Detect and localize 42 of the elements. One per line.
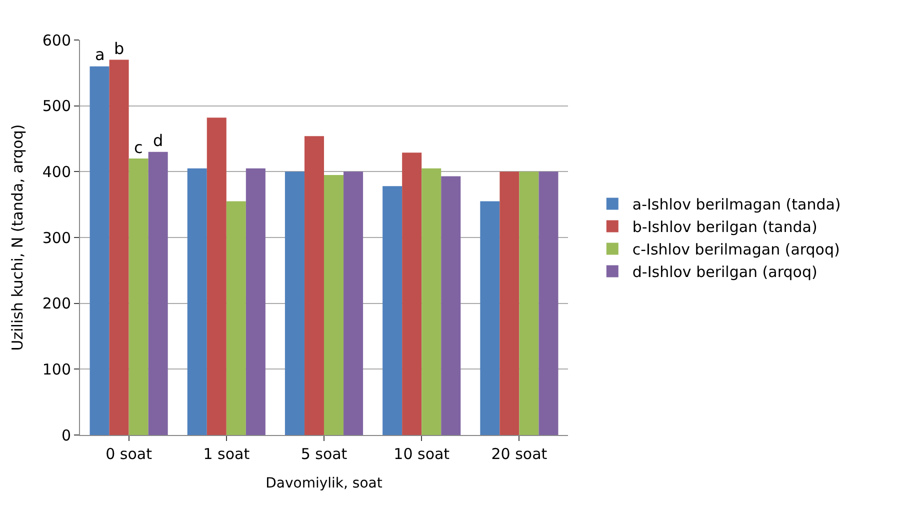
legend-label: c-Ishlov berilmagan (arqoq) — [632, 240, 840, 259]
bar — [402, 152, 422, 435]
x-tick-label: 0 soat — [106, 445, 152, 463]
x-tick-label: 5 soat — [300, 445, 348, 463]
bar — [284, 172, 304, 435]
y-tick-label: 200 — [42, 294, 71, 313]
annotation: b — [114, 39, 124, 58]
y-tick-label: 100 — [42, 360, 71, 378]
annotation: d — [153, 131, 164, 150]
x-tick-label: 10 soat — [394, 445, 450, 463]
legend-label: d-Ishlov berilgan (arqoq) — [632, 263, 818, 282]
bar — [441, 176, 461, 435]
bar — [304, 136, 324, 435]
legend-label: a-Ishlov berilmagan (tanda) — [632, 196, 841, 214]
bar — [226, 201, 246, 435]
bar — [519, 172, 539, 435]
x-tick-label: 1 soat — [203, 445, 250, 463]
bar — [480, 201, 500, 435]
y-tick-label: 600 — [42, 31, 71, 50]
bar — [148, 152, 168, 435]
bar — [538, 172, 558, 435]
x-tick-label: 20 soat — [491, 445, 548, 463]
bar — [382, 186, 402, 435]
y-axis-title: Uzilish kuchi, N (tanda, arqoq) — [8, 124, 27, 351]
y-tick-label: 500 — [42, 97, 71, 116]
annotation: a — [95, 45, 105, 64]
bar — [90, 66, 110, 435]
y-tick-label: 0 — [61, 426, 71, 444]
bar — [344, 172, 364, 435]
bar — [128, 158, 148, 435]
bar — [109, 60, 129, 435]
bar — [246, 168, 266, 435]
legend-label: b-Ishlov berilgan (tanda) — [632, 218, 818, 236]
bar — [500, 172, 520, 435]
x-axis-title: Davomiylik, soat — [266, 475, 383, 492]
y-tick-label: 300 — [42, 228, 71, 247]
y-tick-label: 400 — [42, 162, 71, 181]
bar — [324, 174, 344, 435]
bar — [187, 168, 207, 435]
bar — [206, 118, 226, 435]
annotation: c — [134, 138, 143, 157]
bar — [422, 168, 442, 435]
